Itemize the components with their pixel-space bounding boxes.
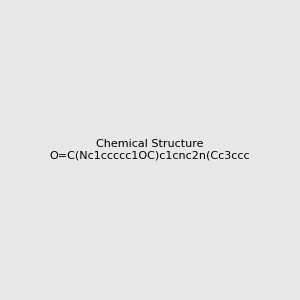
Text: Chemical Structure
O=C(Nc1ccccc1OC)c1cnc2n(Cc3ccc: Chemical Structure O=C(Nc1ccccc1OC)c1cnc…: [50, 139, 250, 161]
